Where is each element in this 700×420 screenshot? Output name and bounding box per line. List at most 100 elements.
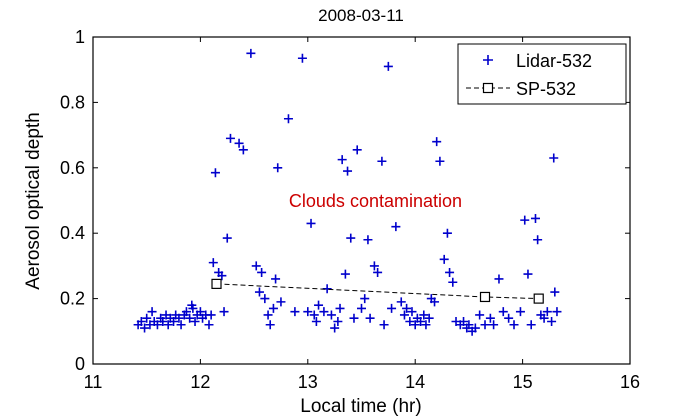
lidar-point: [526, 320, 536, 330]
axis-ticks: 11 12 13 14 15 16 0 0.2 0.4 0.6 0.8 1: [60, 27, 640, 392]
lidar-point: [303, 307, 313, 317]
legend: Lidar-532 SP-532: [457, 43, 627, 105]
lidar-point: [459, 316, 469, 326]
lidar-point: [163, 320, 173, 330]
y-tick-label: 0.8: [60, 92, 85, 112]
lidar-point: [539, 313, 549, 323]
lidar-point: [260, 294, 270, 304]
y-axis-title: Aerosol optical depth: [23, 112, 44, 289]
lidar-point: [533, 235, 543, 245]
lidar-point: [549, 153, 559, 163]
y-tick-label: 0.6: [60, 158, 85, 178]
x-tick-label: 12: [190, 372, 210, 392]
lidar-point: [432, 137, 442, 147]
legend-sp-marker: [482, 82, 494, 94]
lidar-point: [181, 307, 191, 317]
lidar-point: [485, 313, 495, 323]
lidar-point: [448, 277, 458, 287]
lidar-point: [402, 303, 412, 313]
lidar-point: [311, 316, 321, 326]
legend-box: [457, 43, 627, 105]
lidar-point: [234, 138, 244, 148]
legend-label-lidar: Lidar-532: [516, 51, 592, 71]
lidar-point: [419, 310, 429, 320]
lidar-point: [147, 307, 157, 317]
lidar-point: [340, 269, 350, 279]
lidar-point: [195, 307, 205, 317]
lidar-point: [547, 316, 557, 326]
lidar-point: [222, 233, 232, 243]
lidar-point: [523, 269, 533, 279]
lidar-point: [251, 261, 261, 271]
lidar-point: [174, 313, 184, 323]
lidar-point: [265, 320, 275, 330]
lidar-point: [188, 303, 198, 313]
data-points: [133, 48, 562, 336]
x-tick-label: 16: [620, 372, 640, 392]
lidar-point: [271, 274, 281, 284]
legend-lidar-marker: [483, 55, 493, 65]
x-tick-label: 14: [405, 372, 425, 392]
lidar-point: [421, 320, 431, 330]
lidar-point: [424, 313, 434, 323]
lidar-point: [396, 297, 406, 307]
lidar-point: [136, 316, 146, 326]
x-axis-title: Local time (hr): [300, 396, 421, 417]
lidar-point: [470, 323, 480, 333]
lidar-point: [330, 323, 340, 333]
y-tick-label: 0: [75, 354, 85, 374]
lidar-point: [206, 310, 216, 320]
lidar-point: [238, 145, 248, 155]
lidar-point: [357, 303, 366, 313]
x-tick-label: 11: [84, 372, 103, 392]
lidar-point: [204, 320, 214, 330]
lidar-point: [352, 145, 362, 155]
lidar-point: [379, 320, 389, 330]
lidar-point: [435, 156, 445, 166]
lidar-point: [399, 310, 409, 320]
lidar-point: [208, 258, 218, 268]
lidar-point: [335, 303, 345, 313]
lidar-point: [445, 267, 455, 277]
lidar-point: [439, 254, 449, 264]
lidar-point: [314, 300, 324, 310]
lidar-point: [210, 168, 220, 178]
lidar-point: [360, 294, 370, 304]
lidar-point: [349, 313, 359, 323]
y-tick-label: 0.4: [60, 223, 85, 243]
sp-marker: [479, 291, 491, 303]
lidar-point: [391, 222, 401, 232]
lidar-point: [542, 307, 552, 317]
lidar-point: [142, 313, 152, 323]
lidar-point: [369, 261, 379, 271]
lidar-point: [498, 307, 508, 317]
lidar-point: [373, 267, 383, 277]
lidar-point: [442, 228, 452, 238]
lidar-point: [140, 323, 150, 333]
lidar-point: [273, 163, 283, 173]
lidar-point: [326, 310, 336, 320]
lidar-point: [219, 307, 229, 317]
lidar-point: [190, 316, 200, 326]
lidar-point: [257, 267, 267, 277]
lidar-point: [306, 218, 316, 228]
lidar-point: [217, 271, 227, 281]
lidar-point: [290, 307, 300, 317]
y-tick-label: 1: [75, 27, 85, 47]
lidar-point: [383, 61, 393, 71]
lidar-point: [309, 310, 319, 320]
lidar-point: [416, 316, 426, 326]
lidar-point: [387, 303, 397, 313]
lidar-point: [552, 307, 562, 317]
lidar-point: [246, 48, 256, 58]
lidar-point: [276, 297, 286, 307]
lidar-point: [475, 310, 485, 320]
lidar-point: [407, 307, 417, 317]
lidar-point: [480, 320, 490, 330]
lidar-point: [319, 307, 329, 317]
lidar-point: [363, 235, 373, 245]
lidar-point: [489, 320, 499, 330]
lidar-point: [337, 155, 347, 165]
x-tick-label: 13: [298, 372, 318, 392]
